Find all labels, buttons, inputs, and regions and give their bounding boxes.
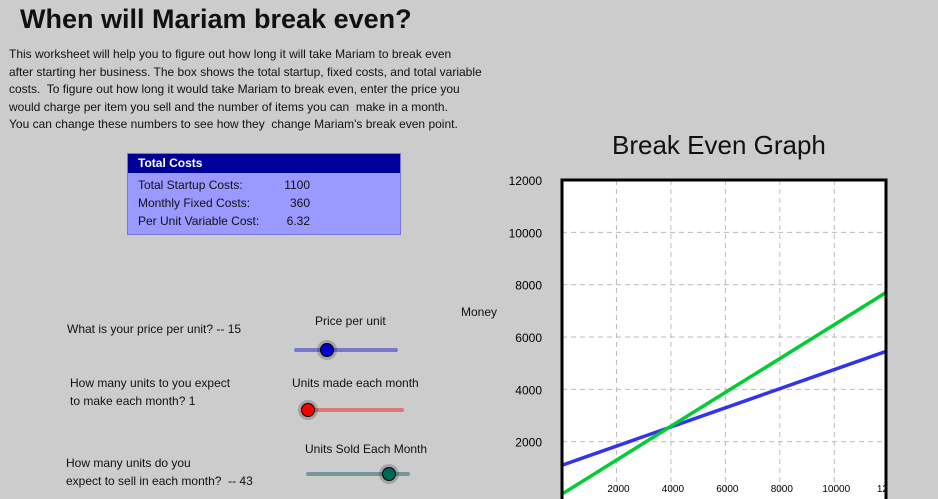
- price-question: What is your price per unit? -- 15: [67, 322, 242, 336]
- y-axis-label: Money: [461, 305, 498, 319]
- y-tick-label: 10000: [509, 226, 543, 240]
- slider-track[interactable]: [294, 348, 398, 352]
- page-title: When will Mariam break even?: [20, 4, 412, 34]
- cost-value: 360: [289, 196, 310, 210]
- x-tick-label: 12000: [877, 484, 905, 495]
- price-slider[interactable]: [294, 343, 398, 357]
- intro-text: This worksheet will help you to figure o…: [9, 47, 482, 131]
- y-tick-label: 12000: [509, 174, 543, 188]
- series-line: [562, 291, 886, 496]
- slider-handle[interactable]: [382, 467, 397, 481]
- cost-label: Per Unit Variable Cost:: [138, 214, 260, 228]
- slider-handle[interactable]: [320, 343, 334, 357]
- price-slider-label: Price per unit: [315, 314, 386, 328]
- sell-question: How many units do you expect to sell in …: [66, 456, 253, 488]
- slider-track[interactable]: [306, 472, 410, 476]
- units-sold-slider[interactable]: [306, 467, 410, 481]
- cost-row: Per Unit Variable Cost: 6.32: [128, 212, 400, 230]
- make-slider-label: Units made each month: [292, 376, 419, 390]
- x-tick-label: 4000: [662, 484, 685, 495]
- slider-track[interactable]: [302, 408, 404, 412]
- plot-frame: [560, 178, 888, 499]
- plot-area: [562, 180, 886, 499]
- y-tick-label: 2000: [515, 436, 542, 450]
- costs-header: Total Costs: [128, 154, 400, 173]
- cost-row: Monthly Fixed Costs: 360: [128, 194, 400, 212]
- x-tick-label: 10000: [822, 484, 850, 495]
- total-costs-box: Total Costs Total Startup Costs: 1100 Mon…: [127, 153, 401, 235]
- x-tick-label: 6000: [716, 484, 739, 495]
- sell-slider-label: Units Sold Each Month: [305, 442, 428, 456]
- cost-value: 1100: [284, 178, 310, 192]
- y-tick-label: 8000: [515, 279, 542, 293]
- slider-handle[interactable]: [301, 403, 315, 417]
- chart-title: Break Even Graph: [612, 130, 826, 160]
- cost-value: 6.32: [286, 214, 310, 228]
- cost-row: Total Startup Costs: 1100: [128, 176, 400, 194]
- y-tick-label: 4000: [515, 383, 542, 397]
- cost-label: Total Startup Costs:: [138, 178, 243, 192]
- y-tick-label: 6000: [515, 331, 542, 345]
- x-tick-label: 8000: [771, 484, 794, 495]
- cost-label: Monthly Fixed Costs:: [138, 196, 251, 210]
- make-question: How many units to you expect to make eac…: [70, 376, 231, 408]
- series-line: [562, 349, 886, 467]
- units-made-slider[interactable]: [301, 403, 404, 417]
- x-tick-label: 2000: [607, 484, 630, 495]
